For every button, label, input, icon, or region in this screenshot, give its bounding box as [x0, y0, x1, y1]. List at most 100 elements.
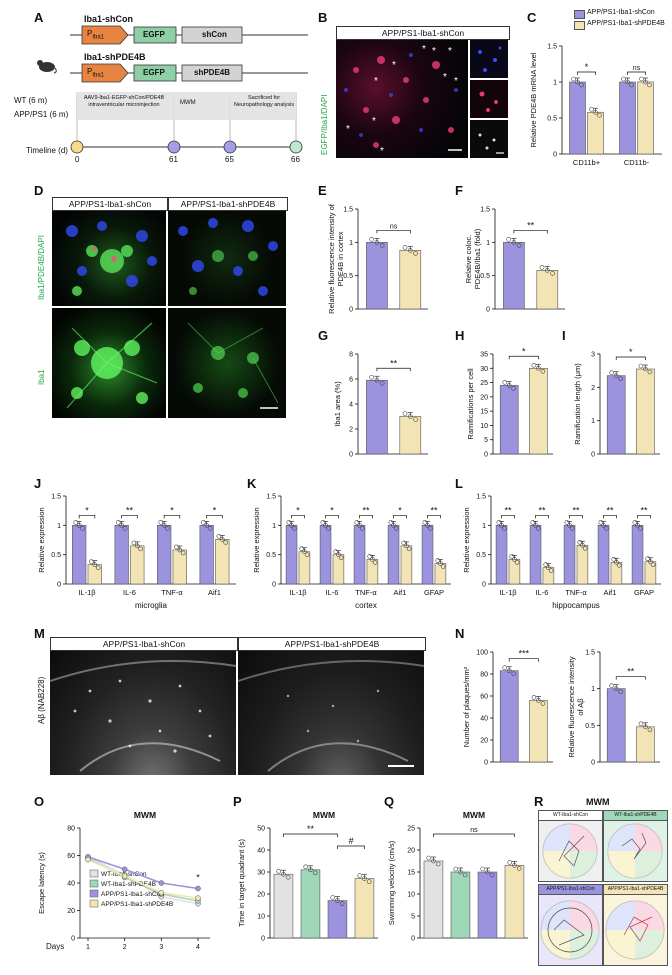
legend-label-shpde4b: APP/PS1-Iba1-shPDE4B: [587, 20, 665, 27]
y-tick-label: 1: [591, 418, 595, 425]
bar-shpde4b: [130, 545, 145, 585]
significance-label: *: [522, 346, 526, 356]
bar-shcon-point: [569, 526, 575, 531]
bar-shpde4b-point: [174, 544, 179, 550]
significance-label: *: [296, 505, 300, 515]
bar-shcon-point: [76, 523, 82, 528]
y-tick-label: 25: [407, 826, 415, 833]
bar-shpde4b-point: [138, 546, 143, 552]
chart-title: MWM: [134, 810, 156, 820]
bar-shcon-point: [200, 520, 206, 525]
panel-label-O: O: [34, 794, 45, 809]
bar-shcon-point: [369, 237, 374, 242]
bar-shpde4b-point: [611, 556, 616, 562]
panel-label-L: L: [455, 476, 463, 491]
bar-shpde4b: [434, 563, 447, 585]
panel-label-I: I: [562, 328, 566, 343]
bar-shcon: [597, 525, 610, 585]
bar-shcon: [569, 81, 586, 155]
y-tick-label: 15: [480, 409, 488, 416]
bar-shpde4b: [636, 726, 655, 763]
y-tick-label: 0: [482, 582, 486, 589]
significance-label-bracket: [627, 71, 646, 75]
y-axis-label: PDE4B/Iba1 (fold): [473, 228, 482, 289]
legend-swatch-shpde4b: [574, 21, 585, 30]
bar-shpde4b-point: [177, 547, 183, 553]
timeline-diagram: [70, 92, 303, 154]
svg-text:*: *: [454, 76, 458, 87]
y-axis-label: Escape latency (s): [37, 852, 46, 914]
bar-shpde4b-point: [616, 562, 622, 568]
y-axis-label: Time in target quadrant (s): [237, 838, 246, 927]
y-axis-label: Relative fluorescence intensity: [567, 656, 576, 758]
bar-group-4-point: [512, 863, 517, 868]
y-axis-label: Relative expression: [252, 507, 261, 572]
bar-shpde4b-point: [536, 698, 541, 703]
y-tick-label: 80: [480, 672, 488, 679]
panel-label-G: G: [318, 328, 329, 343]
bar-shpde4b-point: [545, 268, 550, 273]
bar-shcon-point: [204, 523, 209, 528]
bar-shpde4b-point: [438, 561, 443, 566]
bar-shcon-point: [506, 668, 512, 674]
bar-shcon-point: [530, 520, 536, 525]
significance-label: **: [390, 358, 398, 368]
egfp-2-label: EGFP: [143, 68, 165, 77]
construct-2-title: Iba1-shPDE4B: [84, 52, 146, 62]
bar-group-4-point: [507, 860, 513, 865]
bar-shcon-point: [603, 526, 609, 531]
bar-shpde4b-point: [216, 534, 222, 539]
bar-shpde4b-point: [531, 362, 537, 368]
bar-shcon-point: [374, 377, 380, 383]
legend-swatch: [89, 879, 99, 888]
panel-label-Q: Q: [384, 794, 395, 809]
svg-text:*: *: [443, 72, 447, 83]
bar-group-2-point: [308, 867, 313, 873]
y-axis-label: Swimming velocity (cm/s): [387, 840, 396, 925]
bar-shcon: [114, 525, 129, 585]
x-axis-label: hippocampus: [552, 601, 600, 610]
bar-shcon-point: [613, 686, 619, 691]
significance-label-bracket: [508, 355, 539, 360]
y-tick-label: 0.5: [266, 552, 276, 559]
y-tick-label: 0: [57, 582, 61, 589]
panel-label-D: D: [34, 183, 44, 198]
panel-label-F: F: [455, 183, 463, 198]
bar-shpde4b: [529, 367, 548, 455]
legend-label-shcon: APP/PS1-Iba1-shCon: [587, 9, 655, 16]
legend-label: APP/PS1-Iba1-shCon: [101, 891, 164, 898]
bar-group-1-point: [281, 871, 286, 877]
y-tick-label: 40: [257, 848, 265, 855]
bar-shcon: [619, 81, 636, 155]
bar-shcon-point: [323, 523, 328, 528]
significance-label: **: [606, 505, 614, 515]
y-axis-label: Relative coloc.: [464, 235, 473, 284]
bar-shcon-point: [115, 520, 121, 525]
bar-shpde4b-point: [638, 721, 644, 727]
bar-shpde4b: [644, 561, 657, 585]
bar-shcon: [529, 525, 542, 585]
y-tick-label: 0: [349, 307, 353, 314]
y-tick-label: 1.5: [547, 44, 557, 51]
legend-swatch-shcon: [574, 10, 585, 19]
significance-label-bracket: [615, 356, 646, 360]
panel-m-title-shcon: APP/PS1-Iba1-shCon: [50, 637, 238, 651]
promoter-1-label: PIba1: [87, 29, 105, 41]
bar-group-2-point: [462, 872, 468, 878]
bar-shpde4b-point: [647, 82, 652, 88]
bar-shcon-point: [601, 523, 606, 528]
y-tick-label: 1: [486, 240, 490, 247]
bar-shpde4b: [87, 564, 102, 585]
bar-shpde4b: [536, 270, 559, 310]
y-axis-label: Relative expression: [37, 507, 46, 572]
chart-l: 0 0.5 1 1.5 Relative expression IL-1β ** IL-6 **…: [462, 494, 661, 610]
panel-label-C: C: [527, 10, 537, 25]
bar-group-3-point: [335, 898, 340, 903]
panel-d-image-shcon-merge: [52, 211, 166, 306]
bar-shcon: [503, 242, 525, 310]
bar-shpde4b-point: [219, 537, 225, 542]
day-66: 66: [291, 155, 300, 164]
x-tick-label: IL-1β: [78, 588, 96, 597]
bar-shcon-point: [567, 523, 572, 528]
significance-label: **: [627, 667, 635, 677]
